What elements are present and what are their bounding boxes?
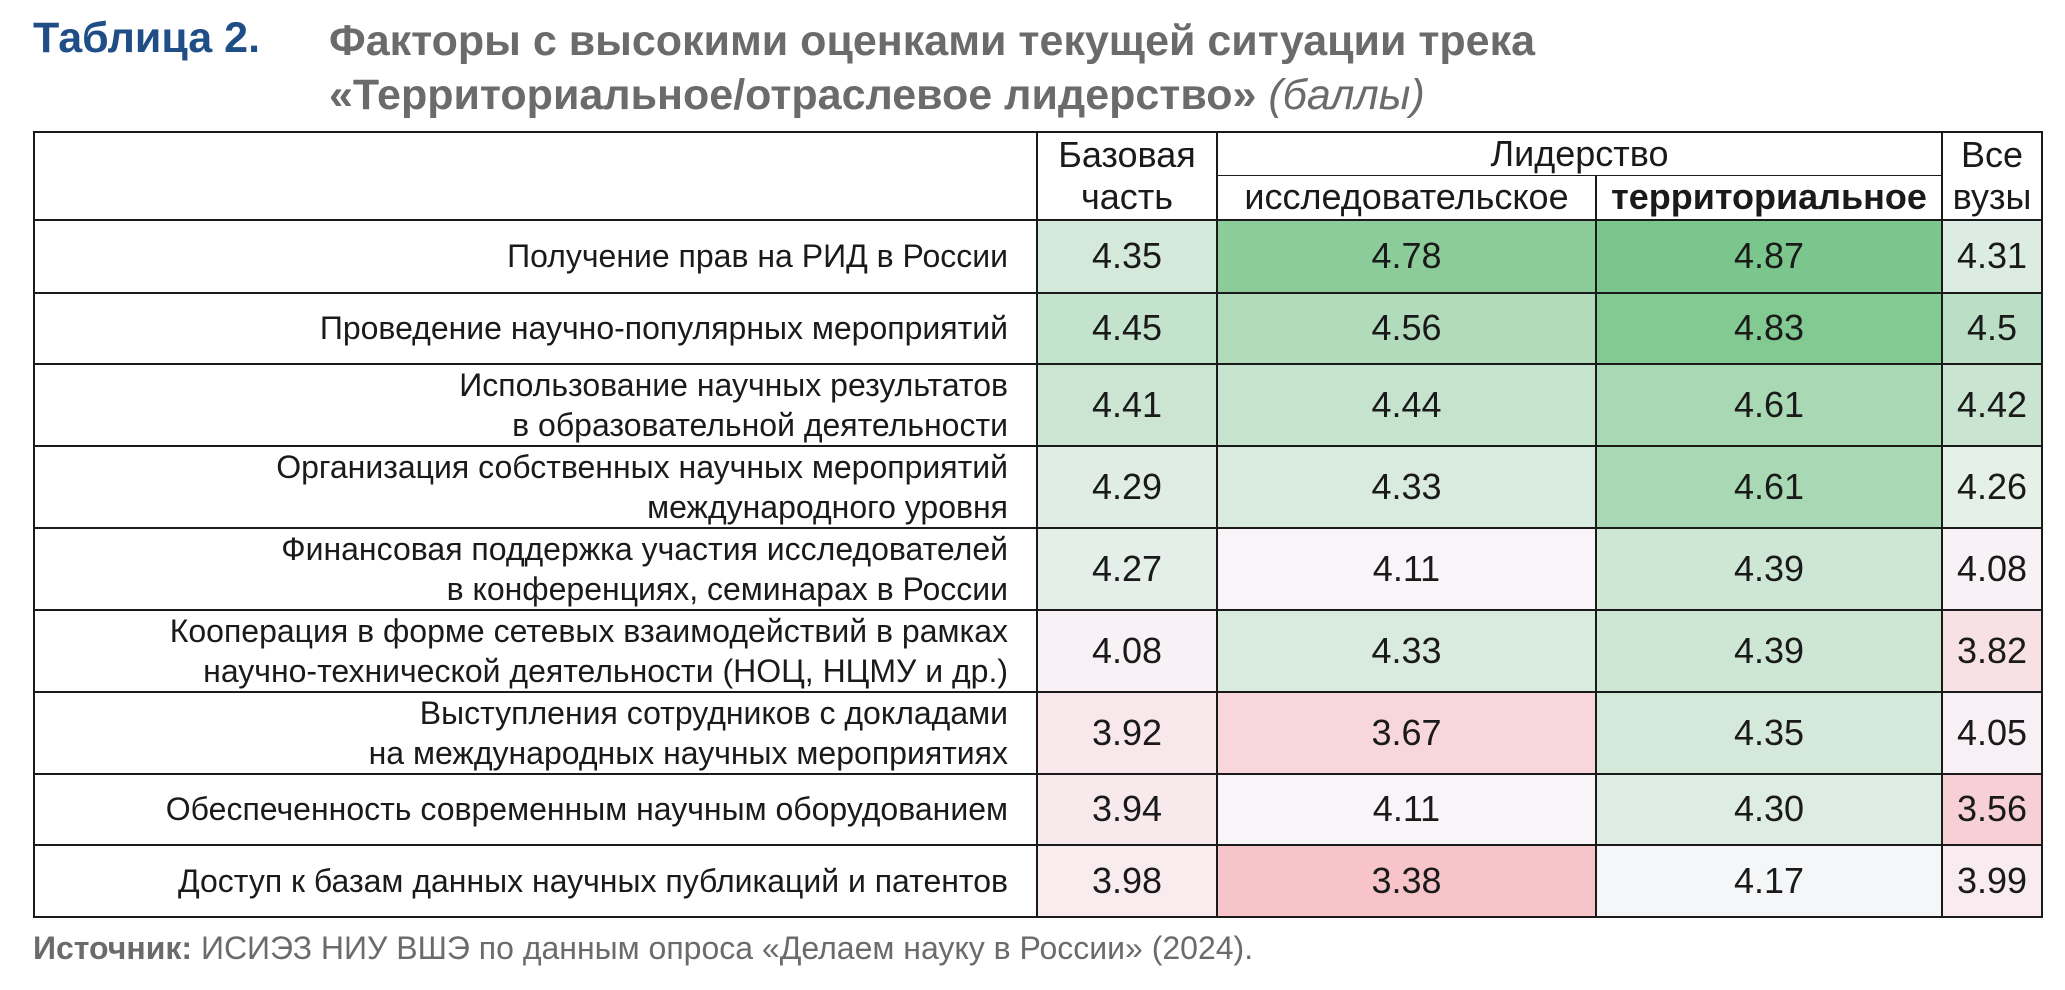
territorial-value: 4.61 xyxy=(1594,444,1944,529)
factor-label: Кооперация в форме сетевых взаимодействи… xyxy=(33,608,1038,693)
factor-label: Обеспеченность современным научным обору… xyxy=(33,772,1038,846)
research-value: 4.33 xyxy=(1216,444,1597,529)
all-value: 3.99 xyxy=(1941,843,2044,918)
all-universities-column-header: Все вузы xyxy=(1941,131,2044,221)
research-value: 4.78 xyxy=(1216,218,1597,294)
base-value: 3.94 xyxy=(1036,772,1218,846)
all-value: 4.08 xyxy=(1941,526,2044,611)
table-row: Проведение научно-популярных мероприятий… xyxy=(33,291,2044,365)
all-value: 3.56 xyxy=(1941,772,2044,846)
source-text: ИСИЭЗ НИУ ВШЭ по данным опроса «Делаем н… xyxy=(200,930,1254,966)
research-value: 4.33 xyxy=(1216,608,1597,693)
factors-table: Базовая часть Лидерство Все вузы исследова… xyxy=(33,131,2044,918)
table-row: Обеспеченность современным научным обору… xyxy=(33,772,2044,846)
territorial-value: 4.61 xyxy=(1594,362,1944,447)
all-value: 4.26 xyxy=(1941,444,2044,529)
factor-column-header xyxy=(33,131,1038,221)
table-body: Получение прав на РИД в России 4.35 4.78 4.… xyxy=(33,218,2044,918)
base-value: 4.45 xyxy=(1036,291,1218,365)
table-row: Кооперация в форме сетевых взаимодействи… xyxy=(33,608,2044,693)
table-row: Получение прав на РИД в России 4.35 4.78 4.… xyxy=(33,218,2044,294)
factor-label: Финансовая поддержка участия исследовате… xyxy=(33,526,1038,611)
title-unit: (баллы) xyxy=(1268,71,1425,119)
territorial-value: 4.39 xyxy=(1594,526,1944,611)
territorial-value: 4.87 xyxy=(1594,218,1944,294)
title-line-2: «Территориальное/отраслевое лидерство» (… xyxy=(329,68,1535,122)
base-value: 4.27 xyxy=(1036,526,1218,611)
territorial-value: 4.83 xyxy=(1594,291,1944,365)
base-value: 3.98 xyxy=(1036,843,1218,918)
leadership-group-header: Лидерство xyxy=(1215,131,1944,176)
source-note: Источник: ИСИЭЗ НИУ ВШЭ по данным опроса… xyxy=(33,930,1253,967)
table-title: Факторы с высокими оценками текущей ситу… xyxy=(329,14,1535,122)
table-row: Доступ к базам данных научных публикаций… xyxy=(33,843,2044,918)
research-value: 4.11 xyxy=(1216,526,1597,611)
factor-label: Доступ к базам данных научных публикаций… xyxy=(33,843,1038,918)
factor-label: Получение прав на РИД в России xyxy=(33,218,1038,294)
all-value: 3.82 xyxy=(1941,608,2044,693)
base-value: 4.41 xyxy=(1036,362,1218,447)
base-value: 4.08 xyxy=(1036,608,1218,693)
source-label: Источник: xyxy=(33,930,193,966)
all-value: 4.31 xyxy=(1941,218,2044,294)
research-column-header: исследовательское xyxy=(1216,175,1597,221)
research-value: 4.44 xyxy=(1216,362,1597,447)
territorial-value: 4.30 xyxy=(1594,772,1944,846)
factor-label: Выступления сотрудников с докладами на м… xyxy=(33,690,1038,775)
base-value: 3.92 xyxy=(1036,690,1218,775)
all-value: 4.05 xyxy=(1941,690,2044,775)
territorial-column-header: территориальное xyxy=(1594,175,1944,221)
territorial-value: 4.17 xyxy=(1594,843,1944,918)
base-value: 4.35 xyxy=(1036,218,1218,294)
territorial-value: 4.39 xyxy=(1594,608,1944,693)
all-value: 4.5 xyxy=(1941,291,2044,365)
table-label: Таблица 2. xyxy=(33,14,261,62)
factor-label: Использование научных результатов в обра… xyxy=(33,362,1038,447)
all-value: 4.42 xyxy=(1941,362,2044,447)
factor-label: Проведение научно-популярных мероприятий xyxy=(33,291,1038,365)
table-row: Использование научных результатов в обра… xyxy=(33,362,2044,447)
factor-label: Организация собственных научных мероприя… xyxy=(33,444,1038,529)
research-value: 3.67 xyxy=(1216,690,1597,775)
title-line-1: Факторы с высокими оценками текущей ситу… xyxy=(329,17,1536,65)
table-row: Финансовая поддержка участия исследовате… xyxy=(33,526,2044,611)
base-column-header: Базовая часть xyxy=(1036,131,1218,221)
territorial-value: 4.35 xyxy=(1594,690,1944,775)
research-value: 3.38 xyxy=(1216,843,1597,918)
title-line-2-text: «Территориальное/отраслевое лидерство» xyxy=(329,71,1257,119)
table-row: Выступления сотрудников с докладами на м… xyxy=(33,690,2044,775)
research-value: 4.56 xyxy=(1216,291,1597,365)
base-value: 4.29 xyxy=(1036,444,1218,529)
research-value: 4.11 xyxy=(1216,772,1597,846)
table-row: Организация собственных научных мероприя… xyxy=(33,444,2044,529)
